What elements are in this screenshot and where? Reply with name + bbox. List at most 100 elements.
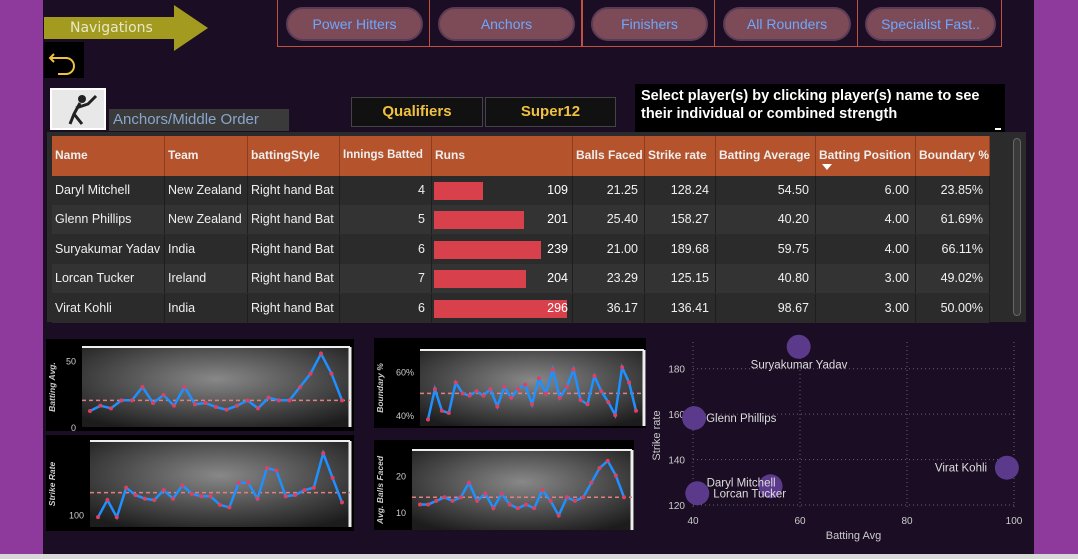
tab-specialist-fast[interactable]: Specialist Fast.. bbox=[857, 0, 1002, 47]
data-point[interactable] bbox=[256, 406, 260, 411]
data-point[interactable] bbox=[634, 408, 638, 413]
data-point[interactable] bbox=[481, 393, 486, 398]
data-point[interactable] bbox=[182, 385, 187, 389]
player-name-cell[interactable]: Suryakumar Yadav bbox=[52, 235, 165, 264]
data-point[interactable] bbox=[597, 466, 602, 471]
data-point[interactable] bbox=[418, 502, 422, 507]
data-point[interactable] bbox=[283, 494, 288, 499]
column-header-runs[interactable]: Runs bbox=[432, 136, 573, 176]
data-point[interactable] bbox=[330, 475, 335, 480]
data-point[interactable] bbox=[450, 498, 455, 503]
data-point[interactable] bbox=[548, 498, 553, 503]
data-point[interactable] bbox=[442, 495, 447, 500]
column-header-name[interactable]: Name bbox=[52, 136, 165, 176]
data-point[interactable] bbox=[627, 380, 632, 385]
data-point[interactable] bbox=[599, 389, 604, 394]
data-point[interactable] bbox=[329, 371, 334, 376]
data-point[interactable] bbox=[564, 495, 569, 500]
data-point[interactable] bbox=[613, 473, 618, 478]
data-point[interactable] bbox=[530, 402, 534, 407]
tab-power-hitters[interactable]: Power Hitters bbox=[277, 0, 430, 47]
data-point[interactable] bbox=[189, 491, 194, 496]
player-name-cell[interactable]: Glenn Phillips bbox=[52, 205, 165, 234]
data-point[interactable] bbox=[613, 413, 618, 418]
data-point[interactable] bbox=[622, 495, 626, 500]
data-point[interactable] bbox=[475, 498, 480, 503]
tab-all-rounders-pill[interactable]: All Rounders bbox=[723, 7, 851, 41]
data-point[interactable] bbox=[130, 398, 134, 403]
data-point[interactable] bbox=[109, 406, 113, 411]
data-point[interactable] bbox=[589, 480, 594, 485]
data-point[interactable] bbox=[311, 485, 316, 490]
tab-specialist-fast-pill[interactable]: Specialist Fast.. bbox=[865, 7, 996, 41]
data-point[interactable] bbox=[573, 498, 578, 503]
player-name-cell[interactable]: Virat Kohli bbox=[52, 294, 165, 323]
data-point[interactable] bbox=[124, 485, 129, 490]
data-point[interactable] bbox=[193, 402, 197, 407]
data-point[interactable] bbox=[208, 494, 213, 499]
data-point[interactable] bbox=[277, 398, 281, 403]
data-point[interactable] bbox=[507, 502, 512, 507]
tab-anchors[interactable]: Anchors bbox=[429, 0, 582, 47]
data-point[interactable] bbox=[302, 488, 307, 493]
data-point[interactable] bbox=[532, 506, 537, 511]
data-point[interactable] bbox=[264, 466, 269, 471]
data-point[interactable] bbox=[308, 371, 313, 376]
data-point[interactable] bbox=[218, 502, 222, 507]
data-point[interactable] bbox=[524, 502, 529, 507]
data-point[interactable] bbox=[340, 398, 344, 403]
table-row[interactable]: Suryakumar Yadav India Right hand Bat 6 239 2… bbox=[52, 235, 990, 264]
data-point[interactable] bbox=[509, 395, 514, 400]
data-point[interactable] bbox=[453, 380, 458, 385]
data-point[interactable] bbox=[585, 402, 590, 407]
data-point[interactable] bbox=[515, 506, 520, 511]
data-point[interactable] bbox=[543, 391, 548, 396]
column-header-team[interactable]: Team bbox=[165, 136, 248, 176]
data-point[interactable] bbox=[491, 506, 496, 511]
data-point[interactable] bbox=[321, 451, 326, 456]
data-point[interactable] bbox=[224, 407, 229, 412]
data-point[interactable] bbox=[523, 382, 528, 387]
data-point[interactable] bbox=[152, 497, 157, 502]
data-point[interactable] bbox=[564, 384, 569, 389]
data-point[interactable] bbox=[96, 515, 100, 520]
data-point[interactable] bbox=[298, 385, 302, 389]
column-header-batting-average[interactable]: Batting Average bbox=[716, 136, 816, 176]
data-point[interactable] bbox=[105, 497, 110, 502]
data-point[interactable] bbox=[98, 403, 103, 408]
data-point[interactable] bbox=[571, 367, 576, 372]
player-name-cell[interactable]: Daryl Mitchell bbox=[52, 176, 165, 205]
table-row[interactable]: Lorcan Tucker Ireland Right hand Bat 7 204 23… bbox=[52, 264, 990, 293]
data-point[interactable] bbox=[214, 405, 218, 409]
bubble[interactable] bbox=[758, 474, 783, 499]
column-header-innings-batted[interactable]: Innings Batted bbox=[340, 136, 432, 176]
data-point[interactable] bbox=[581, 495, 586, 500]
data-point[interactable] bbox=[293, 493, 298, 498]
data-point[interactable] bbox=[446, 410, 451, 415]
back-button[interactable] bbox=[44, 42, 84, 78]
data-point[interactable] bbox=[287, 398, 292, 403]
table-scrollbar[interactable] bbox=[1013, 138, 1021, 316]
data-point[interactable] bbox=[550, 367, 555, 372]
data-point[interactable] bbox=[467, 393, 472, 398]
data-point[interactable] bbox=[557, 395, 562, 400]
data-point[interactable] bbox=[151, 401, 155, 405]
data-point[interactable] bbox=[540, 488, 545, 492]
column-header-boundary[interactable]: Boundary % bbox=[916, 136, 990, 176]
navigations-button[interactable]: Navigations bbox=[44, 5, 208, 51]
data-point[interactable] bbox=[605, 458, 610, 463]
data-point[interactable] bbox=[460, 391, 465, 396]
data-point[interactable] bbox=[556, 513, 561, 518]
bubble[interactable] bbox=[682, 406, 707, 431]
table-row[interactable]: Virat Kohli India Right hand Bat 6 296 36.17 1… bbox=[52, 294, 990, 323]
data-point[interactable] bbox=[235, 403, 239, 408]
data-point[interactable] bbox=[458, 495, 463, 500]
data-point[interactable] bbox=[474, 389, 479, 394]
data-point[interactable] bbox=[180, 483, 185, 488]
data-point[interactable] bbox=[488, 387, 493, 392]
tab-anchors-pill[interactable]: Anchors bbox=[438, 7, 575, 41]
data-point[interactable] bbox=[88, 409, 92, 413]
column-header-batting-position[interactable]: Batting Position bbox=[816, 136, 916, 176]
column-header-strike-rate[interactable]: Strike rate bbox=[645, 136, 716, 176]
data-point[interactable] bbox=[119, 398, 124, 403]
